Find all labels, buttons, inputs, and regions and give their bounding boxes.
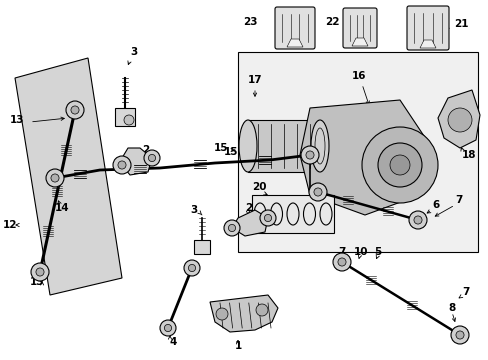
Polygon shape: [419, 40, 435, 48]
Text: 19: 19: [394, 180, 408, 190]
Text: 10: 10: [353, 247, 368, 257]
Circle shape: [337, 258, 346, 266]
Circle shape: [143, 150, 160, 166]
Bar: [238, 52, 477, 252]
Circle shape: [313, 188, 322, 196]
Circle shape: [260, 210, 275, 226]
Circle shape: [332, 253, 350, 271]
Circle shape: [389, 155, 409, 175]
FancyBboxPatch shape: [274, 7, 314, 49]
Text: 7: 7: [454, 195, 462, 205]
Bar: [251, 195, 333, 233]
Ellipse shape: [239, 120, 257, 172]
Text: 8: 8: [447, 303, 454, 313]
Text: 9: 9: [367, 180, 374, 190]
Polygon shape: [299, 100, 429, 215]
Text: 17: 17: [247, 75, 262, 85]
Circle shape: [301, 146, 318, 164]
Bar: [194, 240, 209, 254]
Text: 16: 16: [351, 71, 366, 81]
Circle shape: [66, 101, 84, 119]
Text: 13: 13: [30, 277, 44, 287]
Text: 4: 4: [170, 337, 177, 347]
Polygon shape: [286, 39, 303, 47]
Circle shape: [224, 220, 240, 236]
Circle shape: [361, 127, 437, 203]
Polygon shape: [351, 38, 367, 46]
Bar: [247, 120, 319, 172]
Circle shape: [450, 326, 468, 344]
Circle shape: [148, 154, 155, 162]
Circle shape: [256, 304, 267, 316]
Polygon shape: [231, 210, 267, 236]
Polygon shape: [15, 58, 122, 295]
FancyBboxPatch shape: [342, 8, 376, 48]
Text: 7: 7: [337, 247, 345, 257]
Text: 15: 15: [223, 147, 238, 157]
Text: 18: 18: [461, 150, 475, 160]
Circle shape: [188, 264, 195, 271]
Text: 7: 7: [461, 287, 468, 297]
Circle shape: [71, 106, 79, 114]
Polygon shape: [209, 295, 278, 332]
Circle shape: [408, 211, 426, 229]
Circle shape: [118, 161, 126, 169]
Text: 5: 5: [373, 247, 381, 257]
Text: 20: 20: [251, 182, 266, 192]
Text: 11: 11: [243, 147, 257, 157]
Text: 23: 23: [243, 17, 258, 27]
Circle shape: [308, 183, 326, 201]
Ellipse shape: [310, 120, 328, 172]
Text: 12: 12: [3, 220, 18, 230]
Text: 15: 15: [213, 143, 227, 153]
Circle shape: [216, 308, 227, 320]
Circle shape: [46, 169, 64, 187]
Circle shape: [113, 156, 131, 174]
Text: 13: 13: [10, 115, 24, 125]
Polygon shape: [122, 148, 152, 175]
Text: 2: 2: [244, 203, 252, 213]
Circle shape: [377, 143, 421, 187]
Polygon shape: [437, 90, 479, 148]
Circle shape: [264, 215, 271, 222]
Circle shape: [31, 263, 49, 281]
Circle shape: [164, 324, 171, 332]
Text: 2: 2: [142, 145, 149, 155]
Circle shape: [228, 224, 235, 231]
Circle shape: [51, 174, 59, 182]
Circle shape: [447, 108, 471, 132]
Circle shape: [183, 260, 200, 276]
Circle shape: [160, 320, 176, 336]
Circle shape: [124, 115, 134, 125]
Circle shape: [36, 268, 44, 276]
Circle shape: [305, 151, 313, 159]
Bar: [115, 108, 135, 126]
Text: 14: 14: [55, 203, 69, 213]
Text: 3: 3: [190, 205, 198, 215]
Text: 6: 6: [431, 200, 438, 210]
Circle shape: [413, 216, 421, 224]
Text: 22: 22: [325, 17, 339, 27]
Circle shape: [455, 331, 463, 339]
Text: 3: 3: [130, 47, 137, 57]
Text: 21: 21: [453, 19, 468, 29]
Text: 1: 1: [235, 341, 242, 351]
FancyBboxPatch shape: [406, 6, 448, 50]
